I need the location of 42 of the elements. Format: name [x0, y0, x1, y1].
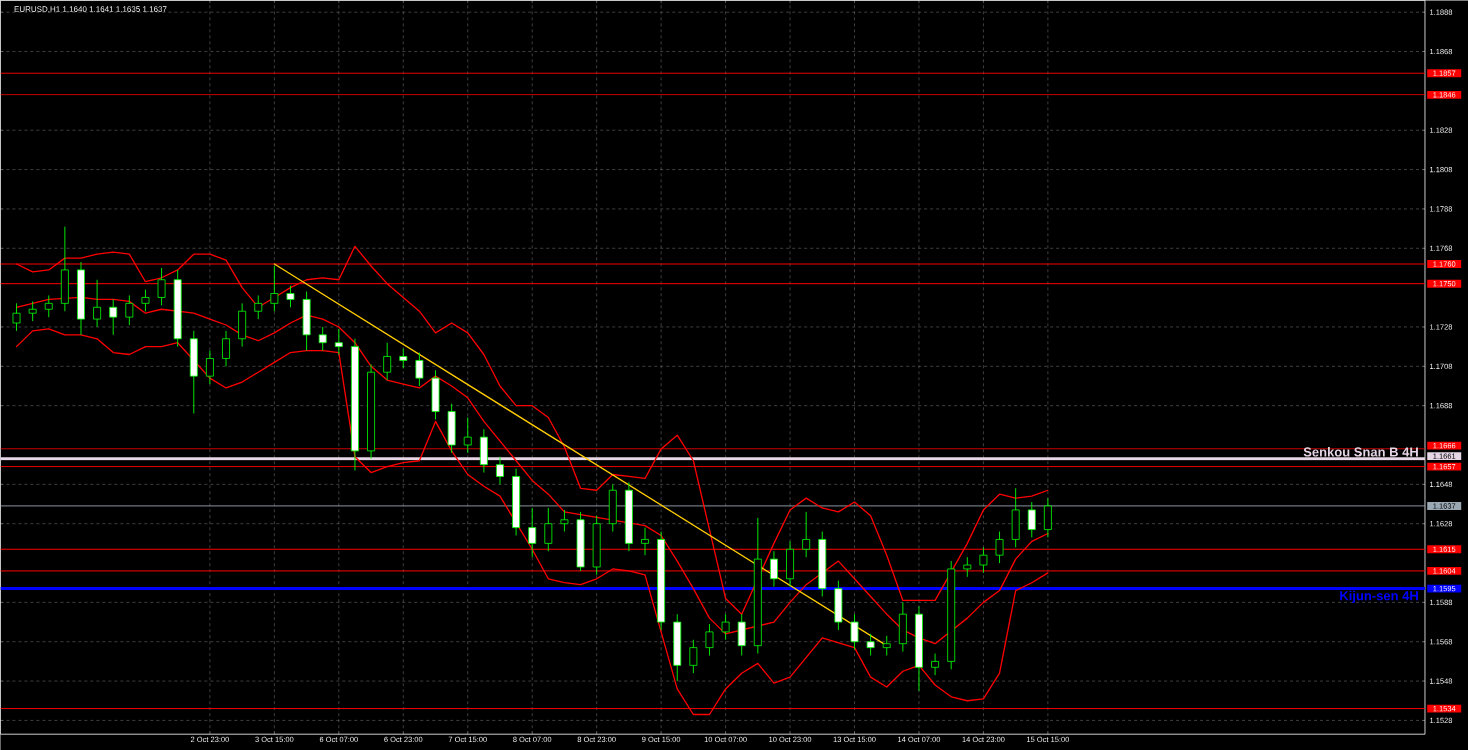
candlestick — [641, 527, 649, 556]
candlestick — [689, 639, 698, 674]
candlestick — [12, 302, 21, 332]
candlestick — [93, 279, 102, 328]
annotation: Senkou Snan B 4H — [1303, 446, 1418, 457]
candlestick — [157, 267, 166, 306]
candlestick — [963, 556, 972, 578]
candlestick — [254, 294, 263, 320]
candlestick — [802, 511, 811, 558]
candlestick — [399, 348, 408, 369]
candlestick — [882, 635, 891, 656]
candlestick — [415, 351, 424, 387]
candlestick — [318, 326, 327, 351]
candlestick — [44, 294, 53, 318]
candlestick — [544, 507, 553, 552]
text: EURUSD,H1 1.1640 1.1641 1.1635 1.1637 — [14, 6, 167, 13]
candlestick — [28, 300, 37, 322]
candlestick — [705, 623, 714, 656]
candlestick — [141, 289, 150, 312]
candlestick — [560, 509, 569, 532]
candlestick — [1043, 497, 1052, 538]
candlestick — [286, 285, 295, 308]
candlestick — [270, 265, 279, 312]
candlestick — [850, 613, 859, 650]
candlestick — [496, 456, 504, 485]
candlestick — [721, 613, 730, 641]
candlestick — [737, 613, 746, 656]
candlestick — [222, 330, 230, 367]
candlestick — [205, 350, 214, 385]
candlestick — [125, 294, 134, 326]
candlestick — [866, 633, 875, 656]
candlestick — [769, 550, 778, 587]
candlestick — [995, 531, 1004, 564]
candlestick — [979, 546, 988, 574]
candlestick — [1027, 501, 1036, 538]
candlestick — [463, 416, 472, 454]
candlestick — [334, 328, 343, 355]
candlestick — [109, 298, 118, 336]
candlestick — [383, 342, 392, 381]
annotation: Kijun-sen 4H — [1340, 590, 1418, 603]
candlestick — [528, 507, 537, 558]
candlestick — [931, 652, 940, 676]
